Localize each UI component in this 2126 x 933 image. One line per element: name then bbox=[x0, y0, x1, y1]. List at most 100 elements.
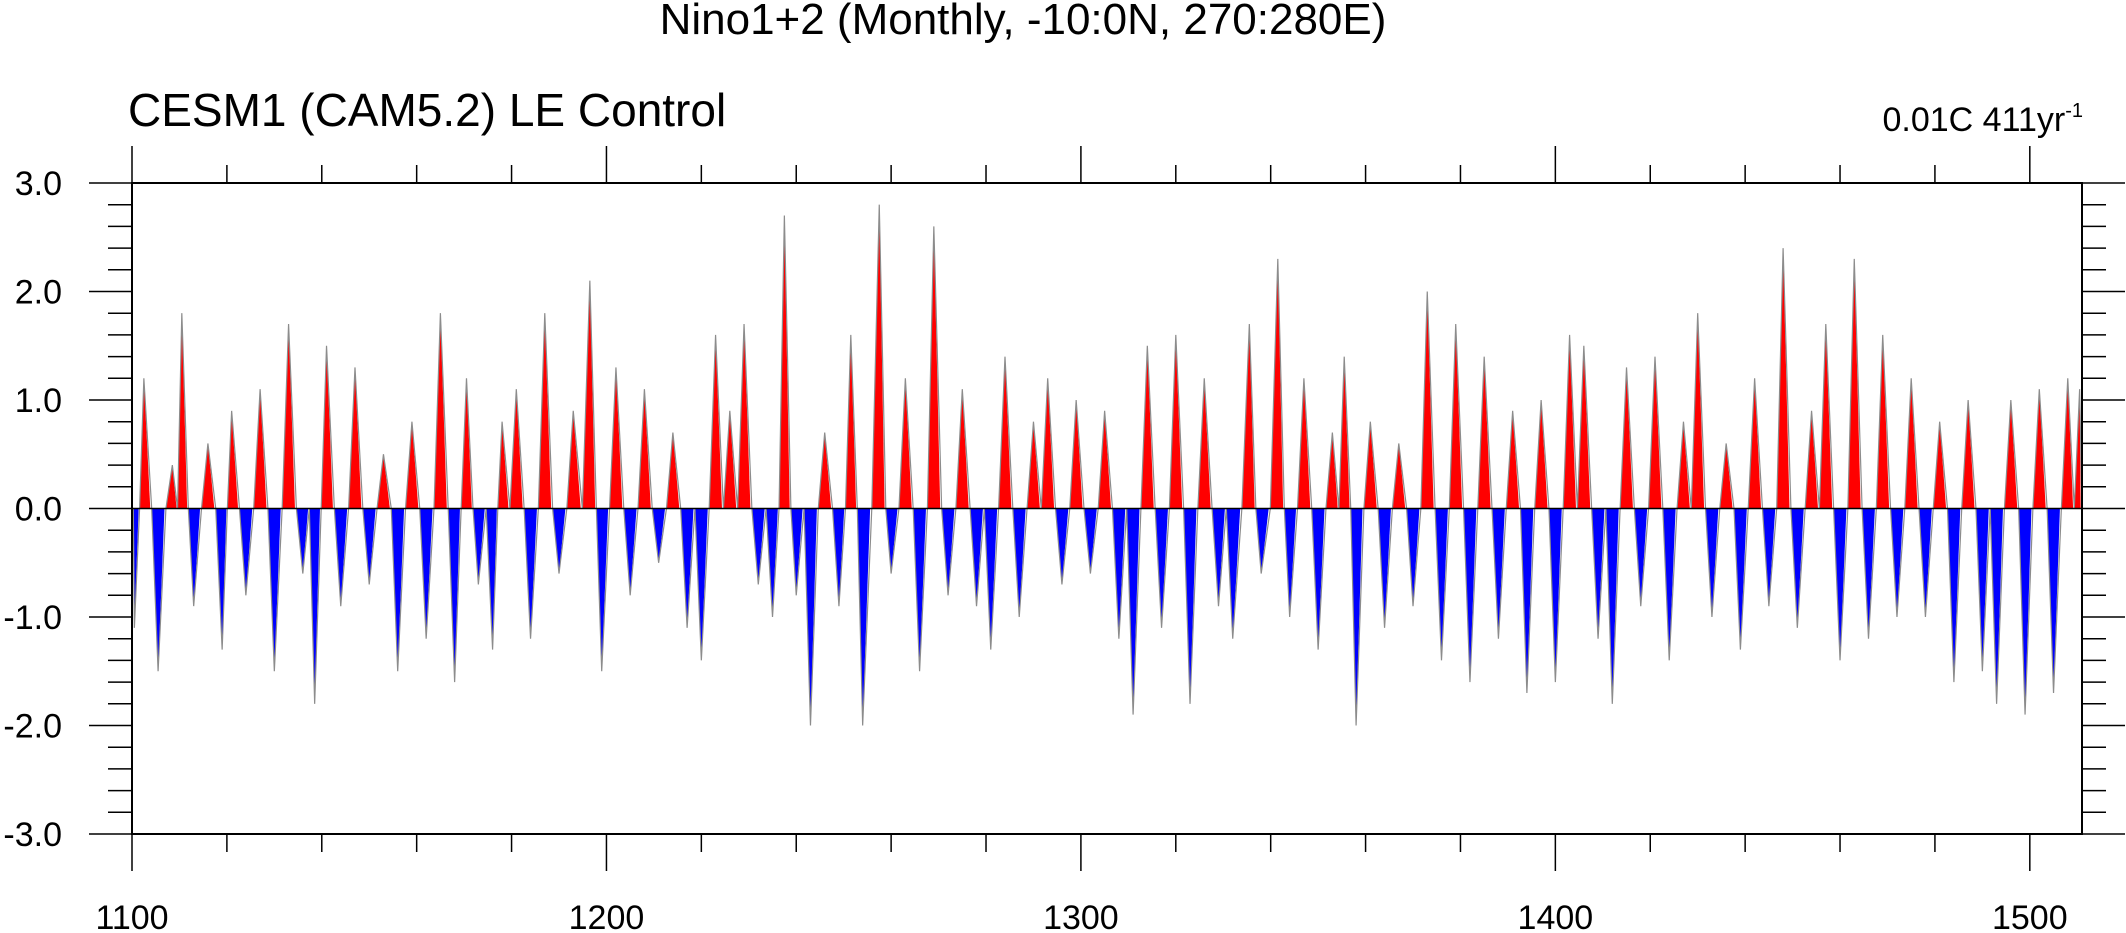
positive-anomaly-spike bbox=[538, 313, 552, 509]
positive-anomaly-spike bbox=[201, 443, 215, 509]
negative-anomaly-spike bbox=[1226, 508, 1241, 639]
negative-anomaly-spike bbox=[524, 508, 537, 639]
positive-anomaly-spike bbox=[497, 421, 509, 509]
positive-anomaly-spike bbox=[1961, 400, 1975, 509]
negative-anomaly-spike bbox=[1212, 508, 1225, 607]
negative-anomaly-spike bbox=[1591, 508, 1605, 639]
chart-subtitle-left: CESM1 (CAM5.2) LE Control bbox=[128, 84, 726, 136]
positive-anomaly-spike bbox=[737, 324, 751, 509]
positive-anomaly-spike bbox=[845, 334, 857, 509]
positive-anomaly-spike bbox=[666, 432, 680, 509]
negative-anomaly-spike bbox=[751, 508, 765, 585]
negative-anomaly-spike bbox=[151, 508, 165, 672]
positive-anomaly-spike bbox=[509, 389, 523, 509]
positive-anomaly-spike bbox=[1449, 324, 1463, 509]
positive-anomaly-spike bbox=[1197, 378, 1211, 509]
positive-anomaly-spike bbox=[1027, 421, 1040, 509]
positive-anomaly-spike bbox=[1169, 334, 1183, 509]
chart-subtitle-right: 0.01C 411yr-1 bbox=[1883, 100, 2084, 139]
y-tick-label: 0.0 bbox=[15, 491, 62, 529]
negative-anomaly-spike bbox=[790, 508, 803, 596]
negative-anomaly-spike bbox=[1520, 508, 1534, 693]
y-tick-label: 1.0 bbox=[15, 382, 62, 420]
positive-anomaly-spike bbox=[709, 334, 722, 509]
negative-anomaly-spike bbox=[694, 508, 708, 661]
negative-anomaly-spike bbox=[239, 508, 253, 596]
negative-anomaly-spike bbox=[391, 508, 405, 672]
subtitle-right-exponent: -1 bbox=[2065, 100, 2083, 122]
positive-anomaly-spike bbox=[1477, 356, 1491, 509]
y-tick-label: -3.0 bbox=[3, 816, 62, 854]
negative-anomaly-spike bbox=[1378, 508, 1391, 628]
negative-anomaly-spike bbox=[1435, 508, 1448, 661]
positive-anomaly-spike bbox=[566, 410, 581, 509]
negative-anomaly-spike bbox=[1947, 508, 1961, 683]
negative-anomaly-spike bbox=[448, 508, 460, 683]
positive-anomaly-spike bbox=[818, 432, 832, 509]
negative-anomaly-spike bbox=[1055, 508, 1069, 585]
positive-anomaly-spike bbox=[1847, 258, 1861, 509]
positive-anomaly-spike bbox=[1420, 291, 1434, 509]
negative-anomaly-spike bbox=[309, 508, 321, 704]
positive-anomaly-spike bbox=[377, 454, 390, 509]
negative-anomaly-spike bbox=[652, 508, 666, 563]
axes-layer: 1100 1200 1300 1400 1500 3.0 2.0 1.0 0.0 -1.0 -2.0… bbox=[3, 146, 2125, 933]
positive-anomaly-spike bbox=[998, 356, 1012, 509]
negative-anomaly-spike bbox=[362, 508, 376, 585]
positive-anomaly-spike bbox=[1041, 378, 1055, 509]
positive-anomaly-spike bbox=[1648, 356, 1662, 509]
positive-anomaly-spike bbox=[139, 378, 151, 509]
negative-anomaly-spike bbox=[1662, 508, 1676, 661]
negative-anomaly-spike bbox=[2018, 508, 2032, 715]
negative-anomaly-spike bbox=[1990, 508, 2004, 704]
negative-anomaly-spike bbox=[473, 508, 485, 585]
negative-anomaly-spike bbox=[2047, 508, 2060, 693]
positive-anomaly-spike bbox=[2032, 389, 2046, 509]
positive-anomaly-spike bbox=[1297, 378, 1311, 509]
negative-anomaly-spike bbox=[1975, 508, 1989, 672]
negative-anomaly-spike bbox=[1350, 508, 1363, 726]
positive-anomaly-spike bbox=[1363, 421, 1377, 509]
negative-anomaly-spike bbox=[1112, 508, 1126, 639]
positive-anomaly-spike bbox=[165, 465, 177, 509]
positive-anomaly-spike bbox=[2061, 378, 2074, 509]
negative-anomaly-spike bbox=[832, 508, 845, 607]
negative-anomaly-spike bbox=[267, 508, 281, 672]
negative-anomaly-spike bbox=[1012, 508, 1026, 617]
negative-anomaly-spike bbox=[419, 508, 433, 639]
positive-anomaly-spike bbox=[1325, 432, 1338, 509]
negative-anomaly-spike bbox=[1255, 508, 1269, 574]
positive-anomaly-spike bbox=[1904, 378, 1918, 509]
negative-anomaly-spike bbox=[885, 508, 898, 574]
y-tick-label: -1.0 bbox=[3, 599, 62, 637]
positive-anomaly-spike bbox=[1534, 400, 1548, 509]
y-tick-label: 2.0 bbox=[15, 274, 62, 312]
negative-anomaly-spike bbox=[1890, 508, 1904, 617]
series-layer bbox=[132, 204, 2083, 726]
negative-anomaly-spike bbox=[1705, 508, 1719, 617]
negative-anomaly-spike bbox=[188, 508, 201, 607]
negative-anomaly-spike bbox=[804, 508, 817, 726]
positive-anomaly-spike bbox=[1338, 356, 1350, 509]
positive-anomaly-spike bbox=[227, 410, 239, 509]
negative-anomaly-spike bbox=[1406, 508, 1420, 607]
negative-anomaly-spike bbox=[970, 508, 983, 607]
positive-anomaly-spike bbox=[282, 324, 295, 509]
positive-anomaly-spike bbox=[779, 215, 790, 509]
negative-anomaly-spike bbox=[1919, 508, 1932, 617]
positive-anomaly-spike bbox=[871, 204, 885, 509]
negative-anomaly-spike bbox=[857, 508, 871, 726]
positive-anomaly-spike bbox=[1933, 421, 1947, 509]
negative-anomaly-spike bbox=[1183, 508, 1197, 704]
negative-anomaly-spike bbox=[296, 508, 309, 574]
negative-anomaly-spike bbox=[1284, 508, 1297, 617]
positive-anomaly-spike bbox=[638, 389, 651, 509]
positive-anomaly-spike bbox=[1392, 443, 1406, 509]
negative-anomaly-spike bbox=[623, 508, 637, 596]
x-tick-label: 1200 bbox=[569, 899, 645, 933]
positive-anomaly-spike bbox=[433, 313, 447, 509]
negative-anomaly-spike bbox=[1862, 508, 1875, 639]
negative-anomaly-spike bbox=[1548, 508, 1562, 683]
negative-anomaly-spike bbox=[680, 508, 694, 628]
negative-anomaly-spike bbox=[552, 508, 566, 574]
